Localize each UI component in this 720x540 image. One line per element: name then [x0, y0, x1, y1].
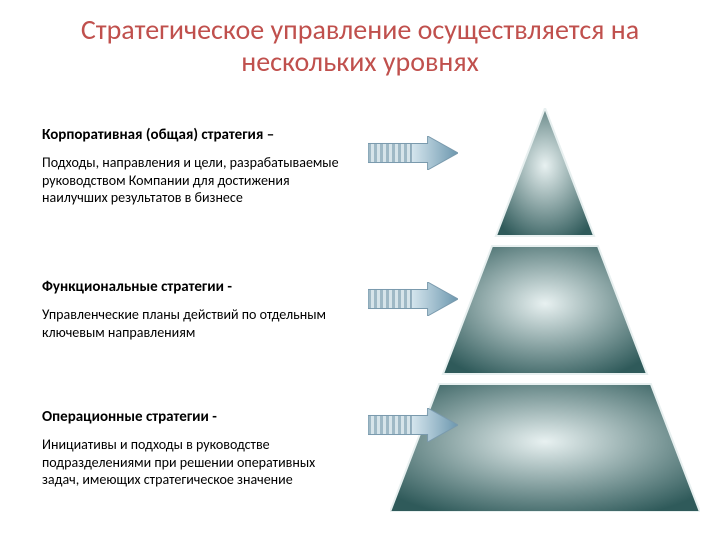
section-heading-0: Корпоративная (общая) стратегия –	[42, 126, 352, 144]
arrow-2	[368, 408, 458, 442]
section-0: Корпоративная (общая) стратегия – Подходы…	[42, 126, 352, 207]
section-2: Операционные стратегии - Инициативы и под…	[42, 408, 352, 489]
page-title: Стратегическое управление осуществляется…	[0, 0, 720, 84]
arrow-0	[368, 136, 458, 170]
section-heading-2: Операционные стратегии -	[42, 408, 352, 426]
section-1: Функциональные стратегии - Управленческие…	[42, 278, 352, 341]
arrow-1	[368, 282, 458, 316]
section-desc-0: Подходы, направления и цели, разрабатыва…	[42, 154, 352, 207]
section-desc-1: Управленческие планы действий по отдельн…	[42, 306, 352, 341]
title-text: Стратегическое управление осуществляется…	[81, 12, 639, 79]
section-desc-2: Инициативы и подходы в руководстве подра…	[42, 436, 352, 489]
section-heading-1: Функциональные стратегии -	[42, 278, 352, 296]
